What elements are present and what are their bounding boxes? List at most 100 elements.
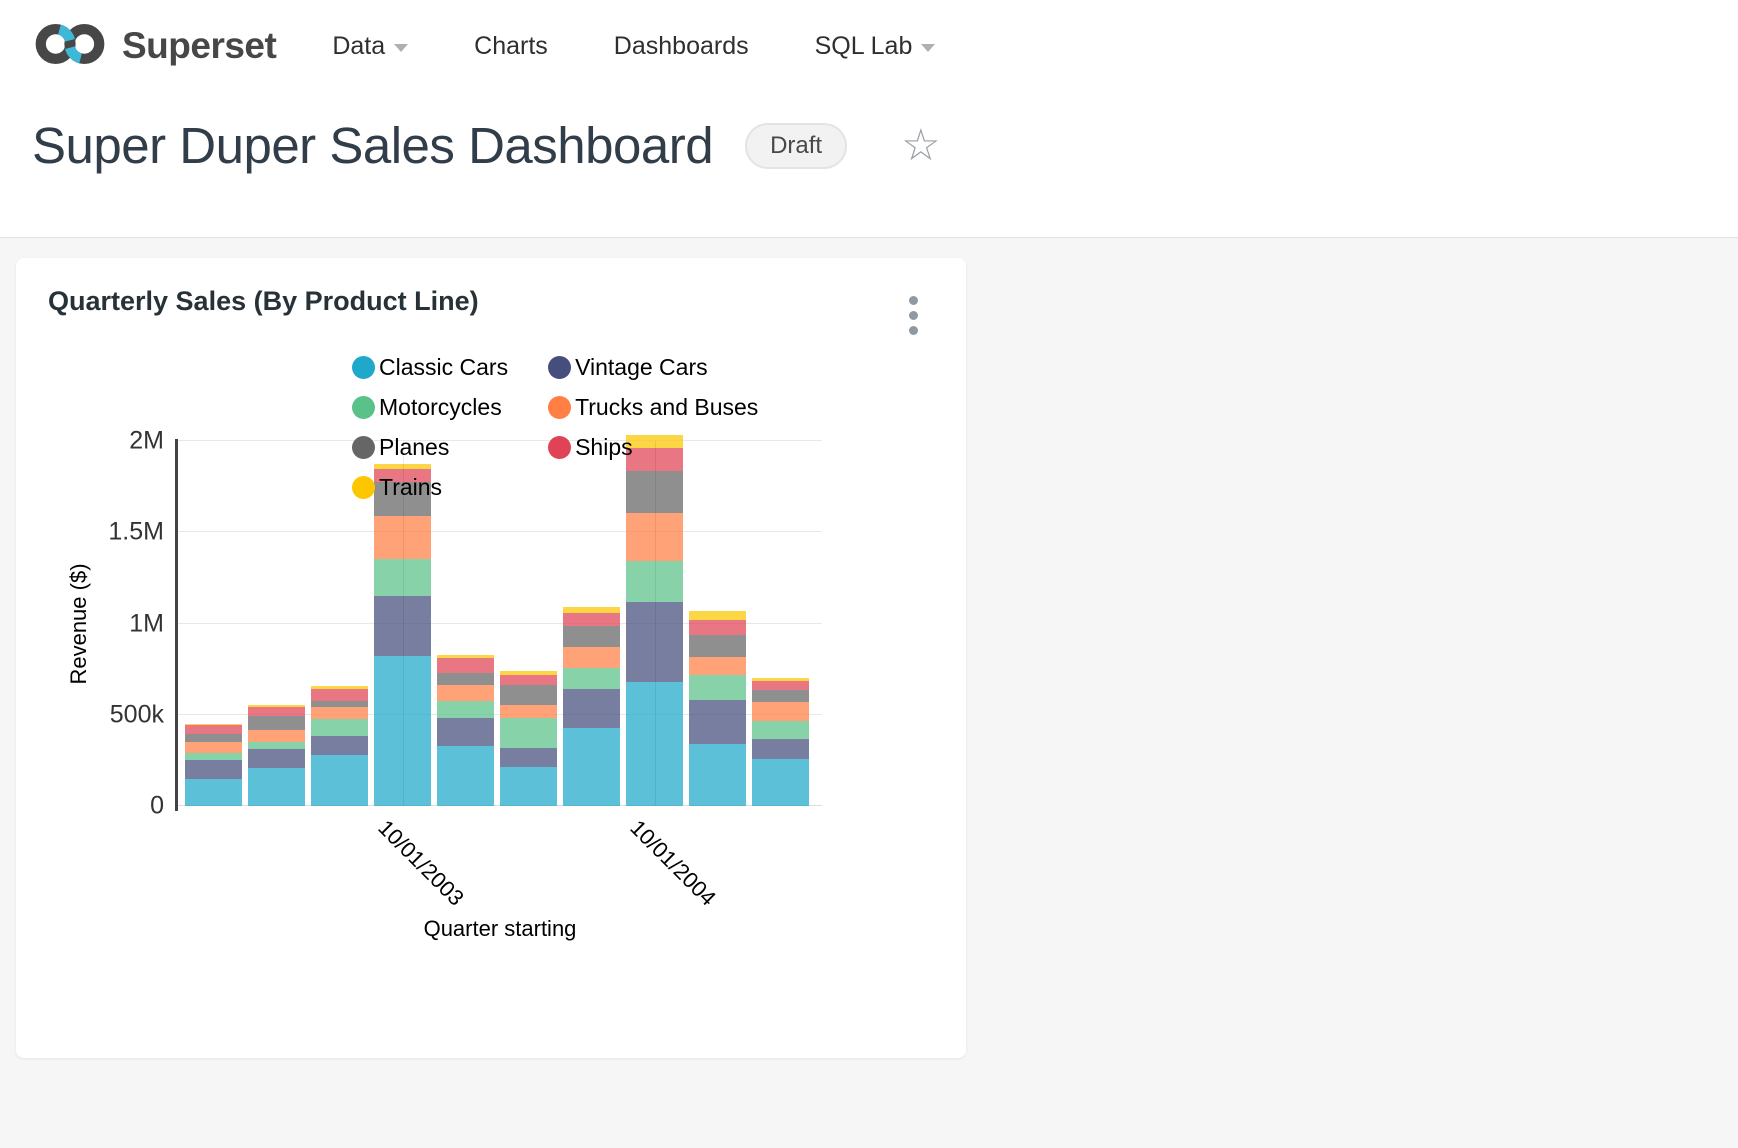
bar-segment-Motorcycles[interactable] [437,701,494,718]
bar-segment-Vintage Cars[interactable] [626,601,683,682]
bar-segment-Trucks and Buses[interactable] [626,513,683,561]
y-tick-label: 0 [150,791,164,820]
bar-segment-Planes[interactable] [311,701,368,707]
bar-segment-Trucks and Buses[interactable] [437,684,494,702]
bar-segment-Ships[interactable] [311,689,368,702]
legend-item-Trains[interactable]: Trains [352,474,508,501]
bar-01/01/2003[interactable] [185,723,242,806]
bar-segment-Planes[interactable] [500,685,557,705]
bar-segment-Trains[interactable] [311,685,368,690]
bar-segment-Classic Cars[interactable] [185,778,242,806]
bar-segment-Ships[interactable] [500,674,557,686]
bar-segment-Trucks and Buses[interactable] [563,647,620,669]
bar-segment-Vintage Cars[interactable] [752,739,809,760]
superset-brand[interactable]: Superset [30,17,277,76]
chart-options-kebab-icon[interactable] [909,296,919,341]
bar-04/01/2004[interactable] [500,671,557,806]
bar-segment-Planes[interactable] [374,482,431,516]
bar-07/01/2003[interactable] [311,685,368,806]
y-axis-title: Revenue ($) [66,563,91,685]
bar-segment-Trains[interactable] [563,607,620,614]
bar-segment-Motorcycles[interactable] [374,558,431,597]
y-axis-line [175,439,178,811]
bar-10/01/2003[interactable] [374,463,431,806]
bar-segment-Trains[interactable] [752,677,809,682]
bar-segment-Motorcycles[interactable] [752,721,809,740]
bar-segment-Planes[interactable] [185,733,242,742]
bar-segment-Trains[interactable] [248,705,305,708]
bar-segment-Ships[interactable] [563,613,620,627]
favorite-star-icon[interactable]: ☆ [901,120,941,170]
bar-segment-Motorcycles[interactable] [248,742,305,750]
y-tick-label: 500k [109,700,164,729]
bar-segment-Classic Cars[interactable] [311,754,368,806]
bar-segment-Motorcycles[interactable] [500,718,557,748]
bar-segment-Vintage Cars[interactable] [248,749,305,768]
bar-segment-Planes[interactable] [689,635,746,658]
bar-segment-Classic Cars[interactable] [248,767,305,806]
bar-segment-Ships[interactable] [374,469,431,483]
bar-segment-Ships[interactable] [185,725,242,734]
bar-segment-Trucks and Buses[interactable] [311,706,368,720]
nav-item-data[interactable]: Data [332,32,409,61]
bar-segment-Vintage Cars[interactable] [437,717,494,746]
bar-segment-Vintage Cars[interactable] [185,760,242,779]
nav-item-sql-lab-label: SQL Lab [814,31,913,60]
bar-segment-Trucks and Buses[interactable] [500,704,557,719]
nav-item-dashboards[interactable]: Dashboards [614,32,749,61]
bar-segment-Classic Cars[interactable] [563,727,620,806]
bar-segment-Planes[interactable] [563,626,620,648]
bar-segment-Ships[interactable] [689,619,746,636]
bar-segment-Trucks and Buses[interactable] [248,730,305,743]
bar-segment-Classic Cars[interactable] [374,656,431,806]
bar-segment-Ships[interactable] [752,681,809,691]
bar-segment-Classic Cars[interactable] [500,766,557,806]
bar-segment-Motorcycles[interactable] [563,668,620,690]
bar-segment-Trucks and Buses[interactable] [689,657,746,675]
legend-item-Classic Cars[interactable]: Classic Cars [352,354,508,381]
bar-segment-Vintage Cars[interactable] [563,689,620,728]
bar-04/01/2005[interactable] [752,677,809,806]
brand-name: Superset [122,25,277,66]
bar-segment-Trains[interactable] [374,463,431,470]
bar-segment-Planes[interactable] [752,690,809,702]
bar-segment-Trains[interactable] [500,671,557,675]
bar-segment-Classic Cars[interactable] [689,743,746,806]
bar-segment-Trains[interactable] [626,434,683,449]
bar-segment-Classic Cars[interactable] [626,681,683,806]
legend-item-Motorcycles[interactable]: Motorcycles [352,394,508,421]
legend-item-Planes[interactable]: Planes [352,434,508,461]
bar-segment-Classic Cars[interactable] [437,745,494,806]
bar-07/01/2004[interactable] [563,607,620,806]
bar-segment-Motorcycles[interactable] [689,674,746,701]
bar-segment-Motorcycles[interactable] [626,560,683,602]
bar-01/01/2004[interactable] [437,654,494,806]
bar-segment-Vintage Cars[interactable] [311,735,368,755]
bar-segment-Vintage Cars[interactable] [374,596,431,657]
legend-item-Vintage Cars[interactable]: Vintage Cars [548,354,758,381]
bar-segment-Trains[interactable] [185,723,242,726]
bar-segment-Ships[interactable] [437,658,494,673]
bar-segment-Trains[interactable] [689,611,746,620]
nav-item-charts[interactable]: Charts [474,32,548,61]
bar-segment-Classic Cars[interactable] [752,759,809,806]
bar-04/01/2003[interactable] [248,705,305,806]
bar-segment-Trucks and Buses[interactable] [374,515,431,559]
bar-01/01/2005[interactable] [689,611,746,806]
bar-10/01/2004[interactable] [626,434,683,806]
legend-item-Ships[interactable]: Ships [548,434,758,461]
bar-segment-Trains[interactable] [437,654,494,659]
bar-segment-Vintage Cars[interactable] [689,700,746,744]
bar-segment-Motorcycles[interactable] [185,752,242,761]
bar-segment-Trucks and Buses[interactable] [185,741,242,753]
bar-segment-Trucks and Buses[interactable] [752,702,809,722]
bar-segment-Vintage Cars[interactable] [500,747,557,767]
bar-segment-Ships[interactable] [248,707,305,717]
bar-segment-Planes[interactable] [248,716,305,731]
bar-segment-Planes[interactable] [626,471,683,514]
bar-segment-Motorcycles[interactable] [311,719,368,736]
nav-item-sql-lab[interactable]: SQL Lab [815,32,936,61]
bar-segment-Ships[interactable] [626,448,683,472]
bar-segment-Planes[interactable] [437,672,494,685]
legend-item-Trucks and Buses[interactable]: Trucks and Buses [548,394,758,421]
